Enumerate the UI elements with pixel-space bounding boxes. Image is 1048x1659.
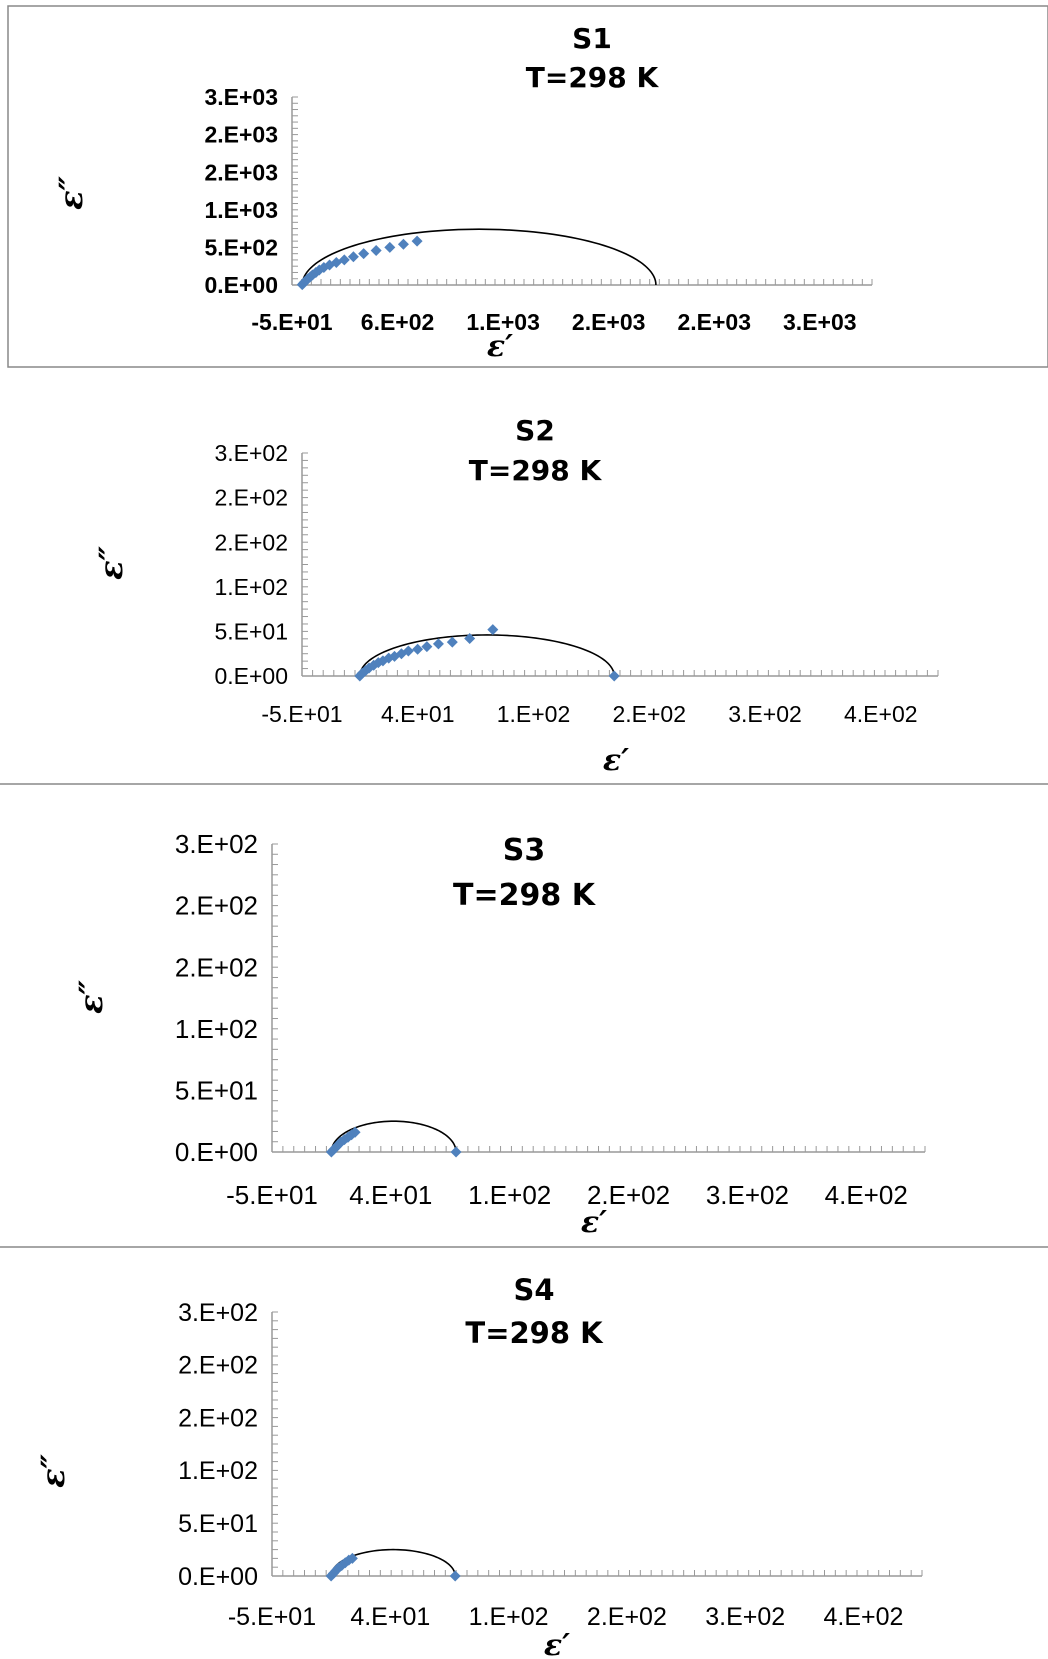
x-tick-label: 4.E+01 (381, 701, 455, 727)
chart-panel-s2: S2 T=298 K 0.E+00 5.E+01 1.E+02 2.E+02 2.E+02 3… (92, 414, 939, 778)
x-tick-label: -5.E+01 (261, 701, 342, 727)
y-tick-label: 2.E+02 (178, 1352, 258, 1380)
data-point (349, 1126, 361, 1138)
chart-title: S2 (515, 414, 555, 447)
data-point (397, 238, 409, 250)
chart-panel-s1: S1 T=298 K 0.E+00 5.E+02 1.E+03 2.E+03 2.E+03 3… (52, 22, 873, 364)
fit-curve (330, 1120, 457, 1153)
y-tick-label: 2.E+03 (204, 122, 278, 148)
x-tick-label: 4.E+02 (844, 701, 918, 727)
chart-subtitle: T=298 K (465, 1316, 604, 1350)
data-point (421, 641, 433, 653)
data-point (358, 248, 370, 260)
y-tick-label: 5.E+01 (175, 1076, 258, 1106)
x-tick-label: 3.E+02 (728, 701, 802, 727)
x-tick-label: -5.E+01 (251, 309, 332, 335)
y-tick-label: 2.E+02 (178, 1404, 258, 1432)
x-tick-label: 6.E+02 (361, 309, 435, 335)
data-point (487, 624, 499, 636)
x-tick-label: 2.E+02 (612, 701, 686, 727)
x-tick-label: 2.E+02 (587, 1180, 670, 1210)
y-tick-label: 1.E+03 (204, 197, 278, 223)
y-axis-label: ε″ (92, 545, 130, 579)
x-tick-label: -5.E+01 (226, 1180, 318, 1210)
x-axis-label: ε′ (487, 329, 513, 364)
x-tick-label: 2.E+03 (572, 309, 646, 335)
chart-title: S4 (513, 1273, 554, 1307)
y-tick-label: 3.E+02 (214, 440, 288, 466)
x-axis-label: ε′ (581, 1205, 607, 1240)
chart-subtitle: T=298 K (453, 878, 597, 913)
x-tick-label: 4.E+02 (824, 1603, 904, 1631)
y-tick-label: 5.E+01 (178, 1510, 258, 1538)
data-point (411, 235, 423, 247)
x-tick-label: 4.E+01 (350, 1603, 430, 1631)
chart-subtitle: T=298 K (526, 61, 660, 94)
data-point (402, 645, 414, 657)
data-point (432, 638, 444, 650)
x-axis-label: ε′ (603, 743, 629, 778)
x-tick-label: 4.E+01 (349, 1180, 432, 1210)
y-tick-label: 0.E+00 (178, 1563, 258, 1591)
x-tick-label: 3.E+03 (783, 309, 857, 335)
data-point (346, 1552, 358, 1564)
x-tick-label: 1.E+02 (469, 1603, 549, 1631)
x-tick-label: -5.E+01 (228, 1603, 316, 1631)
x-tick-label: 1.E+02 (497, 701, 571, 727)
x-tick-label: 2.E+03 (677, 309, 751, 335)
y-tick-label: 0.E+00 (214, 663, 288, 689)
chart-title: S1 (572, 22, 612, 55)
data-point (347, 251, 359, 263)
data-point (412, 643, 424, 655)
x-axis-label: ε′ (544, 1628, 570, 1659)
fit-curve (359, 634, 616, 677)
x-tick-label: 2.E+02 (587, 1603, 667, 1631)
x-tick-label: 3.E+02 (705, 1603, 785, 1631)
y-tick-label: 2.E+02 (214, 529, 288, 555)
y-tick-label: 3.E+02 (175, 829, 258, 859)
y-tick-label: 3.E+02 (178, 1299, 258, 1327)
y-tick-label: 2.E+03 (204, 159, 278, 185)
data-point (370, 245, 382, 257)
y-axis-label: ε″ (34, 1453, 72, 1487)
y-tick-label: 5.E+01 (214, 618, 288, 644)
x-tick-label: 4.E+02 (825, 1180, 908, 1210)
chart-panel-s3: S3 T=298 K 0.E+00 5.E+01 1.E+02 2.E+02 2.E+02 3… (72, 829, 926, 1240)
data-point-end (449, 1570, 461, 1582)
y-tick-label: 1.E+02 (214, 574, 288, 600)
chart-panel-s4: S4 T=298 K 0.E+00 5.E+01 1.E+02 2.E+02 2.E+02 3… (34, 1273, 923, 1659)
y-tick-label: 3.E+03 (204, 84, 278, 110)
y-tick-label: 0.E+00 (175, 1137, 258, 1167)
y-tick-label: 2.E+02 (214, 485, 288, 511)
data-point (446, 636, 458, 648)
y-axis-label: ε″ (52, 175, 90, 209)
y-tick-label: 0.E+00 (204, 272, 278, 298)
data-point (464, 633, 476, 645)
y-tick-label: 5.E+02 (204, 234, 278, 260)
y-tick-label: 1.E+02 (175, 1014, 258, 1044)
chart-subtitle: T=298 K (469, 454, 603, 487)
panel-frame (7, 5, 1048, 368)
y-tick-label: 2.E+02 (175, 891, 258, 921)
data-point (338, 254, 350, 266)
x-tick-label: 1.E+02 (468, 1180, 551, 1210)
x-tick-label: 1.E+03 (466, 309, 540, 335)
x-tick-label: 3.E+02 (706, 1180, 789, 1210)
chart-title: S3 (503, 833, 545, 868)
y-tick-label: 2.E+02 (175, 952, 258, 982)
fit-curve (301, 228, 657, 286)
y-tick-label: 1.E+02 (178, 1457, 258, 1485)
data-point-end (608, 670, 620, 682)
data-point-end (450, 1146, 462, 1158)
data-point (384, 241, 396, 253)
y-axis-label: ε″ (72, 979, 110, 1013)
